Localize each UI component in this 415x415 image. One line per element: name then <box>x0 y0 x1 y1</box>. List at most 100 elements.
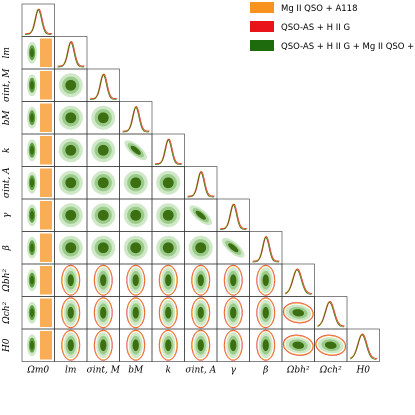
band-mg-beta <box>40 233 52 262</box>
contour-combined-inner-gamma <box>30 210 34 220</box>
panel-beta-vs-bM <box>119 231 153 265</box>
panel-sigM-vs-sigM <box>86 68 120 102</box>
panel-Och2-vs-Om0 <box>21 296 55 330</box>
contour-mg-Obh2-k <box>159 265 178 296</box>
legend-swatch-qso <box>250 21 274 32</box>
contour-mg-H0-bM <box>126 330 145 361</box>
x-axis-label-k: k <box>166 366 171 376</box>
contour-combined-inner-Och2-gamma <box>230 306 237 319</box>
panel-Och2-vs-Och2 <box>314 296 348 330</box>
panel-sigA-vs-sigM <box>86 166 120 200</box>
panel-Obh2-vs-sigM <box>86 263 120 297</box>
contour-qso-Obh2-gamma <box>223 264 243 296</box>
legend-label-qso: QSO-AS + H II G <box>281 23 350 33</box>
contour-combined-inner-H0-sigA <box>197 339 204 352</box>
contour-combined-inner-H0 <box>30 340 34 350</box>
contour-combined-inner-H0-k <box>165 339 172 352</box>
marginal-curve-qso-sigM <box>90 73 118 99</box>
x-axis-label-gamma: γ <box>231 366 237 376</box>
band-mg-sigM <box>40 71 52 100</box>
contour-qso-H0-lm <box>61 329 81 361</box>
contour-combined-inner-beta-sigM <box>97 242 109 254</box>
panel-beta-vs-sigA <box>184 231 218 265</box>
contour-mg-Och2-beta <box>256 297 275 328</box>
contour-combined-inner-H0-sigM <box>100 339 107 352</box>
panel-Och2-vs-gamma <box>216 296 250 330</box>
contour-combined-inner-sigA-sigM <box>97 177 109 189</box>
contour-mg-Och2-gamma <box>224 297 243 328</box>
marginal-curve-combined-Obh2 <box>284 269 312 295</box>
band-mg-lm <box>40 38 52 67</box>
contour-mg-Och2-sigM <box>94 297 113 328</box>
contour-combined-inner-Obh2-bM <box>132 274 139 287</box>
marginal-curve-mg-lm <box>57 40 85 67</box>
panel-Och2-vs-Obh2 <box>281 296 315 330</box>
contour-qso-Och2-sigM <box>93 297 113 329</box>
band-mg-H0 <box>40 331 52 360</box>
contour-qso-H0-bM <box>126 329 146 361</box>
contour-combined-inner-beta-sigA <box>195 242 207 254</box>
marginal-curve-mg-Och2 <box>317 301 345 327</box>
x-axis-label-lm: lm <box>65 366 76 376</box>
contour-combined-inner-H0-lm <box>67 339 74 352</box>
panel-H0-vs-bM <box>119 328 153 362</box>
contour-combined-inner-Obh2-lm <box>67 274 74 287</box>
panel-beta-vs-Om0 <box>21 231 55 265</box>
panel-k-vs-lm <box>54 133 88 167</box>
contour-mg-H0-sigM <box>94 330 113 361</box>
panel-H0-vs-H0 <box>346 328 380 362</box>
panel-Obh2-vs-beta <box>249 263 283 297</box>
contour-mg-H0-Och2 <box>315 335 346 356</box>
panel-Och2-vs-k <box>151 296 185 330</box>
marginal-curve-mg-Om0 <box>24 8 52 34</box>
contour-combined-inner-H0-Och2 <box>324 341 337 349</box>
legend: Mg II QSO + A118 QSO-AS + H II G QSO-AS … <box>250 2 415 52</box>
contour-qso-Och2-sigA <box>191 297 211 329</box>
contour-combined-inner-H0-bM <box>132 339 139 352</box>
panel-Och2-vs-sigM <box>86 296 120 330</box>
contour-mg-H0-lm <box>61 330 80 361</box>
contour-combined-inner-Obh2-gamma <box>230 274 237 287</box>
panel-gamma-vs-Om0 <box>21 198 55 232</box>
contour-qso-H0-beta <box>256 329 276 361</box>
contour-combined-inner-gamma-sigA <box>195 210 206 220</box>
panel-Och2-vs-bM <box>119 296 153 330</box>
panel-sigM-vs-lm <box>54 68 88 102</box>
x-axis-label-Om0: Ωm0 <box>26 366 49 376</box>
x-axis-label-Och2: Ωch² <box>319 366 342 376</box>
panel-Obh2-vs-bM <box>119 263 153 297</box>
marginal-curve-mg-k <box>154 138 182 164</box>
panel-lm-vs-Om0 <box>21 36 55 70</box>
panel-H0-vs-beta <box>249 328 283 362</box>
y-axis-label-bM: bM <box>2 109 12 125</box>
marginal-curve-combined-lm <box>57 42 85 68</box>
contour-combined-inner-Obh2-sigM <box>100 274 107 287</box>
contour-mg-H0-sigA <box>191 330 210 361</box>
marginal-curve-combined-Om0 <box>24 9 52 35</box>
contour-mg-H0-gamma <box>224 330 243 361</box>
contour-combined-inner-gamma-sigM <box>97 209 109 221</box>
panel-sigM-vs-Om0 <box>21 68 55 102</box>
contour-combined-inner-Och2-beta <box>262 306 269 319</box>
panel-Obh2-vs-Om0 <box>21 263 55 297</box>
contour-qso-Obh2-sigA <box>191 264 211 296</box>
y-axis-label-Obh2: Ωbh² <box>2 269 12 293</box>
x-axis-label-beta: β <box>262 366 268 376</box>
contour-combined-inner-Och2-Obh2 <box>292 309 305 317</box>
contour-combined-inner-Obh2-k <box>165 274 172 287</box>
panel-gamma-vs-sigM <box>86 198 120 232</box>
band-mg-Obh2 <box>40 266 52 295</box>
contour-combined-inner-sigM <box>30 80 34 90</box>
panel-bM-vs-Om0 <box>21 101 55 135</box>
x-axis-label-H0: H0 <box>355 366 370 376</box>
contour-combined-inner-H0-beta <box>262 339 269 352</box>
legend-label-mg: Mg II QSO + A118 <box>281 4 358 14</box>
contour-mg-Obh2-gamma <box>224 265 243 296</box>
contour-combined-inner-k-bM <box>130 145 141 155</box>
panel-Obh2-vs-Obh2 <box>281 263 315 297</box>
panel-k-vs-sigM <box>86 133 120 167</box>
contour-combined-inner-sigA-lm <box>65 177 77 189</box>
panel-Och2-vs-beta <box>249 296 283 330</box>
contour-combined-inner-k-lm <box>65 144 77 156</box>
panel-gamma-vs-k <box>151 198 185 232</box>
